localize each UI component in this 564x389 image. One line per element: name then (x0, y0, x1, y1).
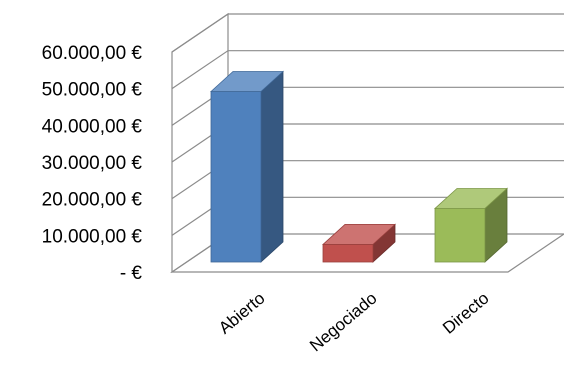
bar (321, 223, 397, 263)
y-axis-labels: - € 10.000,00 € 20.000,00 € 30.000,00 € 40.0… (42, 43, 143, 284)
y-tick-label: 40.000,00 € (42, 116, 143, 137)
x-tick-label: Abierto (215, 289, 268, 338)
bar-front (322, 243, 374, 263)
y-tick-label: 50.000,00 € (42, 80, 143, 101)
bar-top (321, 223, 397, 245)
bar-front (434, 208, 486, 263)
y-tick-label: 60.000,00 € (42, 43, 143, 64)
x-tick-label: Directo (439, 289, 492, 338)
bar-side (260, 70, 284, 263)
y-tick-label: - € (120, 263, 143, 284)
x-axis-labels: Abierto Negociado Directo (215, 289, 492, 356)
bars (209, 70, 509, 263)
bar-top (209, 71, 285, 92)
bar-front (210, 91, 262, 263)
bar-top (433, 188, 509, 209)
x-tick-label: Negociado (306, 289, 380, 356)
floor (170, 233, 564, 273)
y-tick-label: 30.000,00 € (42, 153, 143, 174)
gridline (171, 13, 564, 53)
gridline (171, 50, 564, 90)
bar (209, 70, 285, 263)
y-tick-label: 10.000,00 € (42, 226, 143, 247)
y-tick-label: 20.000,00 € (42, 190, 143, 211)
bar (433, 187, 509, 263)
